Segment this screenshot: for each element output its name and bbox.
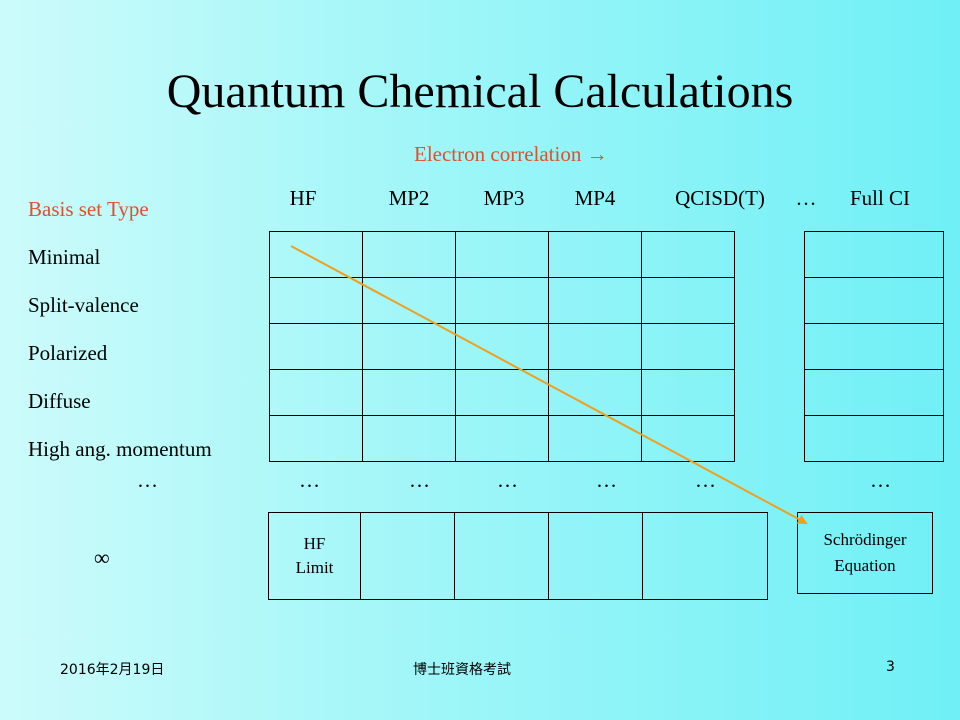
method-basis-grid	[269, 231, 735, 462]
grid-row: HF Limit	[268, 512, 768, 600]
ellipsis-qcisdt: …	[695, 468, 717, 492]
footer-title: 博士班資格考試	[413, 662, 511, 678]
slide-title: Quantum Chemical Calculations	[166, 65, 794, 118]
method-header-ellipsis: …	[795, 186, 817, 210]
grid-row	[804, 277, 944, 324]
method-header-mp3: MP3	[483, 186, 525, 210]
ellipsis-mp4: …	[596, 468, 618, 492]
grid-row	[269, 231, 735, 278]
infinite-basis-grid: HF Limit	[268, 512, 768, 600]
ellipsis-full-ci: …	[870, 468, 892, 492]
method-header-mp2: MP2	[388, 186, 430, 210]
method-header-mp4: MP4	[574, 186, 616, 210]
grid-row	[269, 415, 735, 462]
hf-limit-line-1: HF	[303, 534, 326, 553]
electron-correlation-label: Electron correlation →	[414, 142, 608, 166]
ellipsis-mp3: …	[497, 468, 519, 492]
footer-page-number: 3	[886, 659, 895, 675]
basis-set-type-label: Basis set Type	[28, 197, 149, 221]
footer-date: 2016年2月19日	[60, 662, 165, 678]
grid-row	[804, 369, 944, 416]
schrodinger-line-2: Equation	[834, 556, 896, 575]
basis-row-diffuse: Diffuse	[28, 389, 91, 413]
infinity-symbol: ∞	[94, 545, 110, 570]
grid-row	[269, 323, 735, 370]
schrodinger-equation-box: Schrödinger Equation	[797, 512, 933, 594]
full-ci-grid	[804, 231, 944, 462]
method-header-full-ci: Full CI	[849, 186, 911, 210]
basis-row-minimal: Minimal	[28, 245, 101, 269]
schrodinger-line-1: Schrödinger	[823, 530, 907, 549]
ellipsis-mp2: …	[409, 468, 431, 492]
method-header-hf: HF	[289, 186, 317, 210]
basis-row-split-valence: Split-valence	[28, 293, 139, 317]
grid-row	[804, 415, 944, 462]
basis-row-polarized: Polarized	[28, 341, 108, 365]
ellipsis-hf: …	[299, 468, 321, 492]
ellipsis-basis: …	[137, 468, 159, 492]
method-header-qcisdt: QCISD(T)	[675, 186, 765, 210]
basis-row-high-ang-momentum: High ang. momentum	[28, 437, 212, 461]
hf-limit-line-2: Limit	[295, 558, 334, 577]
